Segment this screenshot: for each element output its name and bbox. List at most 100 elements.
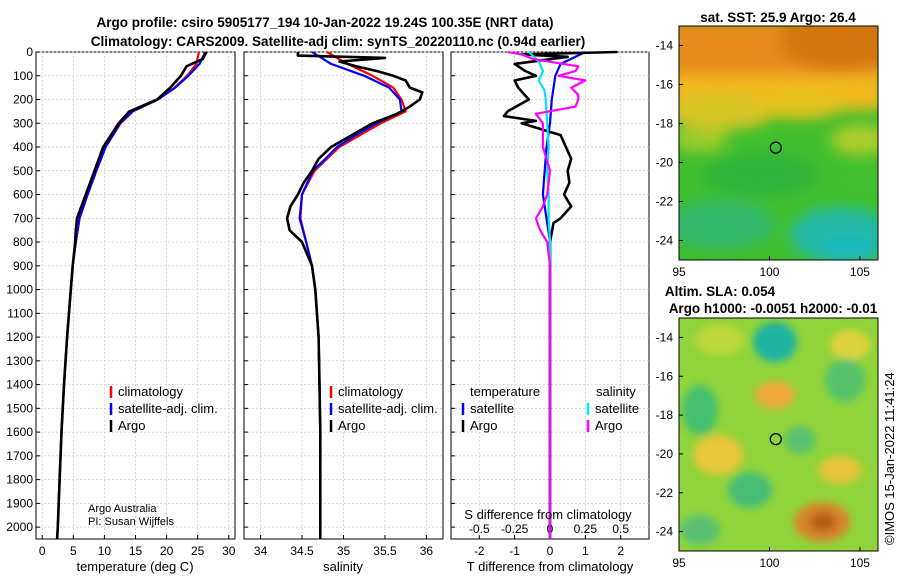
map-y-tick-label: -18 — [656, 117, 674, 131]
x-tick-label: 1 — [582, 544, 589, 558]
map-y-tick-label: -16 — [656, 369, 674, 383]
map-x-tick-label: 95 — [672, 265, 686, 279]
sla-map-title-line2: Argo h1000: -0.0051 h2000: -0.01 — [669, 301, 878, 316]
map-y-tick-label: -14 — [656, 330, 674, 344]
legend-label-t-satellite: satellite — [470, 401, 514, 416]
salinity-xlabel: salinity — [323, 559, 363, 574]
y-tick-label: 1600 — [6, 425, 33, 439]
y-tick-label: 0 — [26, 45, 33, 59]
map-tick-layer: 95 100 105 -14 -16 -18 -20 -22 -24 95 100 105 -14 -16… — [656, 39, 871, 571]
x-tick-label: 35 — [337, 544, 351, 558]
sla-map-title-line1: Altim. SLA: 0.054 — [665, 284, 776, 299]
y-tick-label: 900 — [13, 259, 33, 273]
y-tick-label: 1500 — [6, 401, 33, 415]
sst-map — [679, 26, 878, 260]
map-x-tick-label: 100 — [759, 265, 779, 279]
x-tick-label: 0 — [547, 544, 554, 558]
map-x-tick-label: 105 — [850, 556, 870, 570]
x-tick-label: -1 — [509, 544, 520, 558]
legend-label-satellite: satellite-adj. clim. — [338, 401, 438, 416]
line-layer — [55, 50, 618, 540]
sst-argo-point — [769, 141, 782, 154]
y-tick-label: 1200 — [6, 330, 33, 344]
x-tick-label: 0 — [39, 544, 46, 558]
difference-legend: temperature satellite Argo salinity sate… — [461, 384, 639, 433]
secondary-x-tick-label: 0.5 — [612, 522, 629, 536]
secondary-x-tick-label: 0.25 — [574, 522, 598, 536]
x-tick-label: 20 — [160, 544, 174, 558]
figure-title-line1: Argo profile: csiro 5905177_194 10-Jan-2… — [97, 15, 554, 30]
legend-label-satellite: satellite-adj. clim. — [118, 401, 218, 416]
map-y-tick-label: -22 — [656, 195, 674, 209]
credit-annotation-line1: Argo Australia — [88, 503, 157, 515]
secondary-xlabel: S difference from climatology — [464, 507, 632, 522]
series-line-argo — [55, 51, 208, 540]
y-tick-label: 1400 — [6, 378, 33, 392]
secondary-x-tick-label: -0.25 — [501, 522, 529, 536]
tick-layer: 0 5 10 15 20 25 300100200300400500600700800900… — [6, 45, 629, 558]
x-tick-label: 34 — [254, 544, 268, 558]
legend-label-argo: Argo — [338, 418, 365, 433]
series-line-argo — [285, 52, 424, 539]
legend-label-s-satellite: satellite — [595, 401, 639, 416]
secondary-x-tick-label: -0.5 — [469, 522, 490, 536]
x-tick-label: 5 — [70, 544, 77, 558]
x-tick-label: -2 — [474, 544, 485, 558]
legend-label-t-argo: Argo — [470, 418, 497, 433]
x-tick-label: 2 — [617, 544, 624, 558]
series-line-s-argo — [507, 50, 587, 539]
map-y-tick-label: -22 — [656, 486, 674, 500]
map-y-tick-label: -20 — [656, 156, 674, 170]
temperature-legend: climatology satellite-adj. clim. Argo — [109, 384, 218, 433]
y-tick-label: 200 — [13, 93, 33, 107]
map-y-tick-label: -16 — [656, 78, 674, 92]
difference-xlabel: T difference from climatology — [467, 559, 634, 574]
map-x-tick-label: 105 — [850, 265, 870, 279]
legend-label-climatology: climatology — [338, 384, 404, 399]
legend-title-salinity: salinity — [596, 384, 636, 399]
legend-label-argo: Argo — [118, 418, 145, 433]
y-tick-label: 400 — [13, 140, 33, 154]
sla-argo-point — [769, 433, 782, 446]
x-tick-label: 36 — [420, 544, 434, 558]
x-tick-label: 34.5 — [290, 544, 314, 558]
y-tick-label: 100 — [13, 69, 33, 83]
y-tick-label: 800 — [13, 235, 33, 249]
y-tick-label: 1100 — [7, 306, 33, 320]
salinity-legend: climatology satellite-adj. clim. Argo — [329, 384, 438, 433]
map-y-tick-label: -24 — [656, 234, 674, 248]
sst-map-frame — [678, 25, 879, 261]
y-tick-label: 700 — [13, 211, 33, 225]
map-x-tick-label: 100 — [759, 556, 779, 570]
legend-title-temperature: temperature — [470, 384, 540, 399]
credit-annotation-line2: PI: Susan Wijffels — [88, 516, 174, 528]
map-x-tick-label: 95 — [672, 556, 686, 570]
x-tick-label: 15 — [129, 544, 143, 558]
legend-label-climatology: climatology — [118, 384, 184, 399]
figure-title-line2: Climatology: CARS2009. Satellite-adj cli… — [91, 34, 585, 49]
temperature-xlabel: temperature (deg C) — [76, 559, 193, 574]
map-y-tick-label: -14 — [656, 39, 674, 53]
y-tick-label: 1800 — [6, 473, 33, 487]
y-tick-label: 2000 — [6, 520, 33, 534]
y-tick-label: 1300 — [6, 354, 33, 368]
map-y-tick-label: -20 — [656, 447, 674, 461]
map-y-tick-label: -18 — [656, 408, 674, 422]
sst-map-title: sat. SST: 25.9 Argo: 26.4 — [700, 10, 856, 25]
sla-map-frame — [678, 317, 879, 552]
x-tick-label: 10 — [98, 544, 112, 558]
y-tick-label: 1000 — [6, 283, 33, 297]
x-tick-label: 30 — [222, 544, 236, 558]
y-tick-label: 300 — [13, 116, 33, 130]
sla-map — [679, 318, 878, 551]
imos-credit: ©IMOS 15-Jan-2022 11:41:24 — [882, 372, 897, 545]
y-tick-label: 600 — [13, 188, 33, 202]
y-tick-label: 1900 — [6, 496, 33, 510]
legend-label-s-argo: Argo — [595, 418, 622, 433]
y-tick-label: 500 — [13, 164, 33, 178]
map-y-tick-label: -24 — [656, 525, 674, 539]
series-line-t-argo — [502, 50, 618, 539]
y-tick-label: 1700 — [6, 449, 33, 463]
x-tick-label: 35.5 — [373, 544, 397, 558]
